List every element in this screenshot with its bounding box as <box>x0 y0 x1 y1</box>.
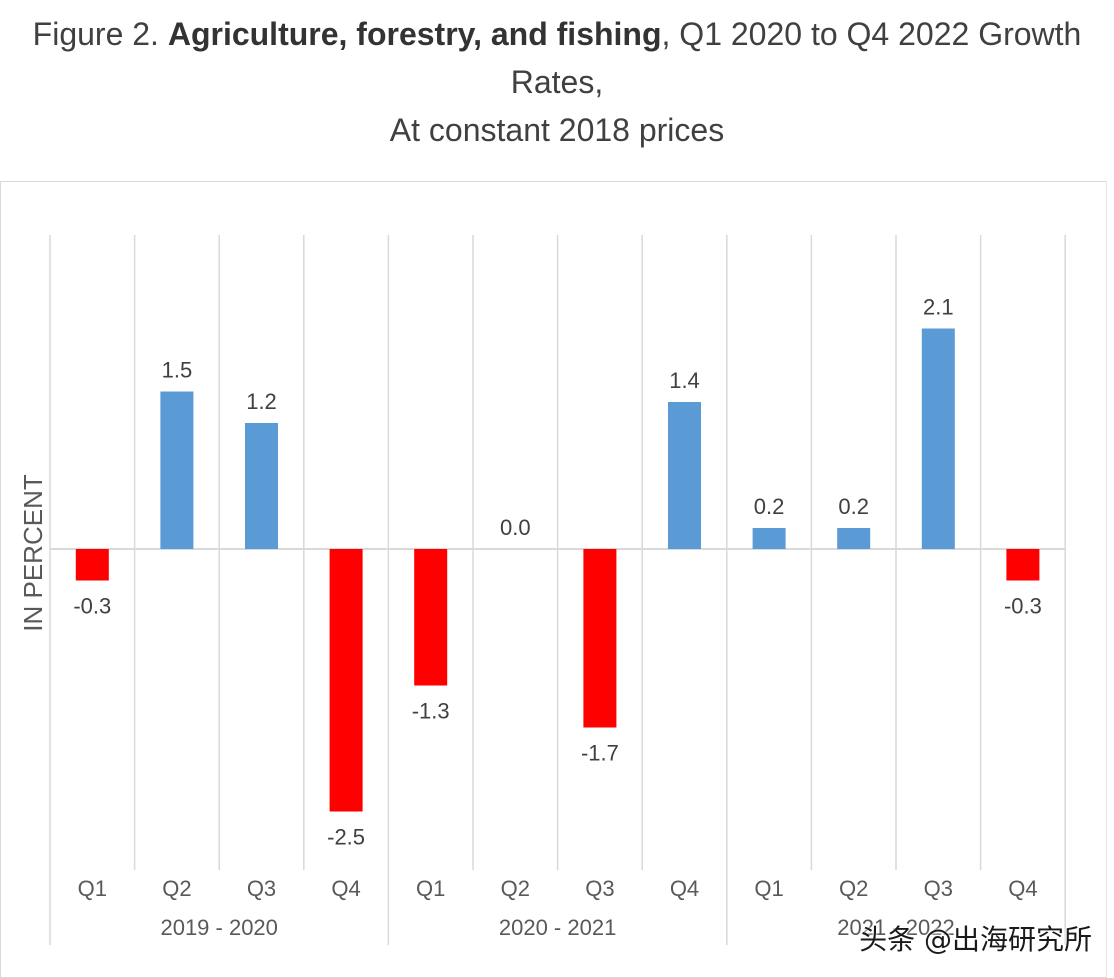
x-tick-label: Q2 <box>501 876 530 901</box>
bar <box>414 549 448 686</box>
x-tick-label: Q4 <box>1008 876 1037 901</box>
bar <box>75 549 109 581</box>
bar <box>329 549 363 812</box>
data-label: 2.1 <box>923 295 954 320</box>
data-label: -0.3 <box>1004 594 1042 619</box>
group-label: 2021 - 2022 <box>837 915 954 940</box>
data-label: 0.2 <box>754 494 785 519</box>
x-tick-label: Q2 <box>839 876 868 901</box>
chart-frame <box>0 181 1107 978</box>
data-label: 1.2 <box>246 389 277 414</box>
watermark: 头条 @出海研究所 <box>859 923 1092 956</box>
title-line-3: At constant 2018 prices <box>389 112 725 148</box>
title-prefix: Figure 2. <box>32 16 168 52</box>
data-label: 1.5 <box>162 358 193 383</box>
data-label: -1.7 <box>581 741 619 766</box>
bar <box>583 549 617 728</box>
bar <box>160 391 194 549</box>
x-tick-label: Q3 <box>247 876 276 901</box>
y-axis-label: IN PERCENT <box>18 474 48 632</box>
bar <box>921 328 955 549</box>
x-tick-label: Q4 <box>670 876 699 901</box>
x-tick-label: Q4 <box>331 876 360 901</box>
title-line-1: Figure 2. Agriculture, forestry, and fis… <box>0 10 1114 58</box>
title-bold: Agriculture, forestry, and fishing <box>167 16 662 52</box>
data-label: 0.0 <box>500 515 531 540</box>
x-tick-label: Q2 <box>162 876 191 901</box>
data-label: 0.2 <box>838 494 869 519</box>
bar <box>837 528 871 549</box>
x-tick-label: Q1 <box>754 876 783 901</box>
bar <box>752 528 786 549</box>
data-label: 1.4 <box>669 368 700 393</box>
title-suffix: , Q1 2020 to Q4 2022 Growth <box>661 16 1082 52</box>
bar <box>1006 549 1040 581</box>
x-tick-label: Q3 <box>585 876 614 901</box>
x-tick-label: Q3 <box>924 876 953 901</box>
group-label: 2019 - 2020 <box>160 915 277 940</box>
group-label: 2020 - 2021 <box>499 915 616 940</box>
x-tick-label: Q1 <box>78 876 107 901</box>
bar <box>668 402 701 549</box>
title-line-2: Rates, <box>510 64 604 100</box>
bar <box>245 423 278 549</box>
data-label: -0.3 <box>73 594 111 619</box>
data-label: -1.3 <box>412 699 450 724</box>
figure-title: Figure 2. Agriculture, forestry, and fis… <box>0 10 1114 154</box>
x-tick-label: Q1 <box>416 876 445 901</box>
data-label: -2.5 <box>327 825 365 850</box>
